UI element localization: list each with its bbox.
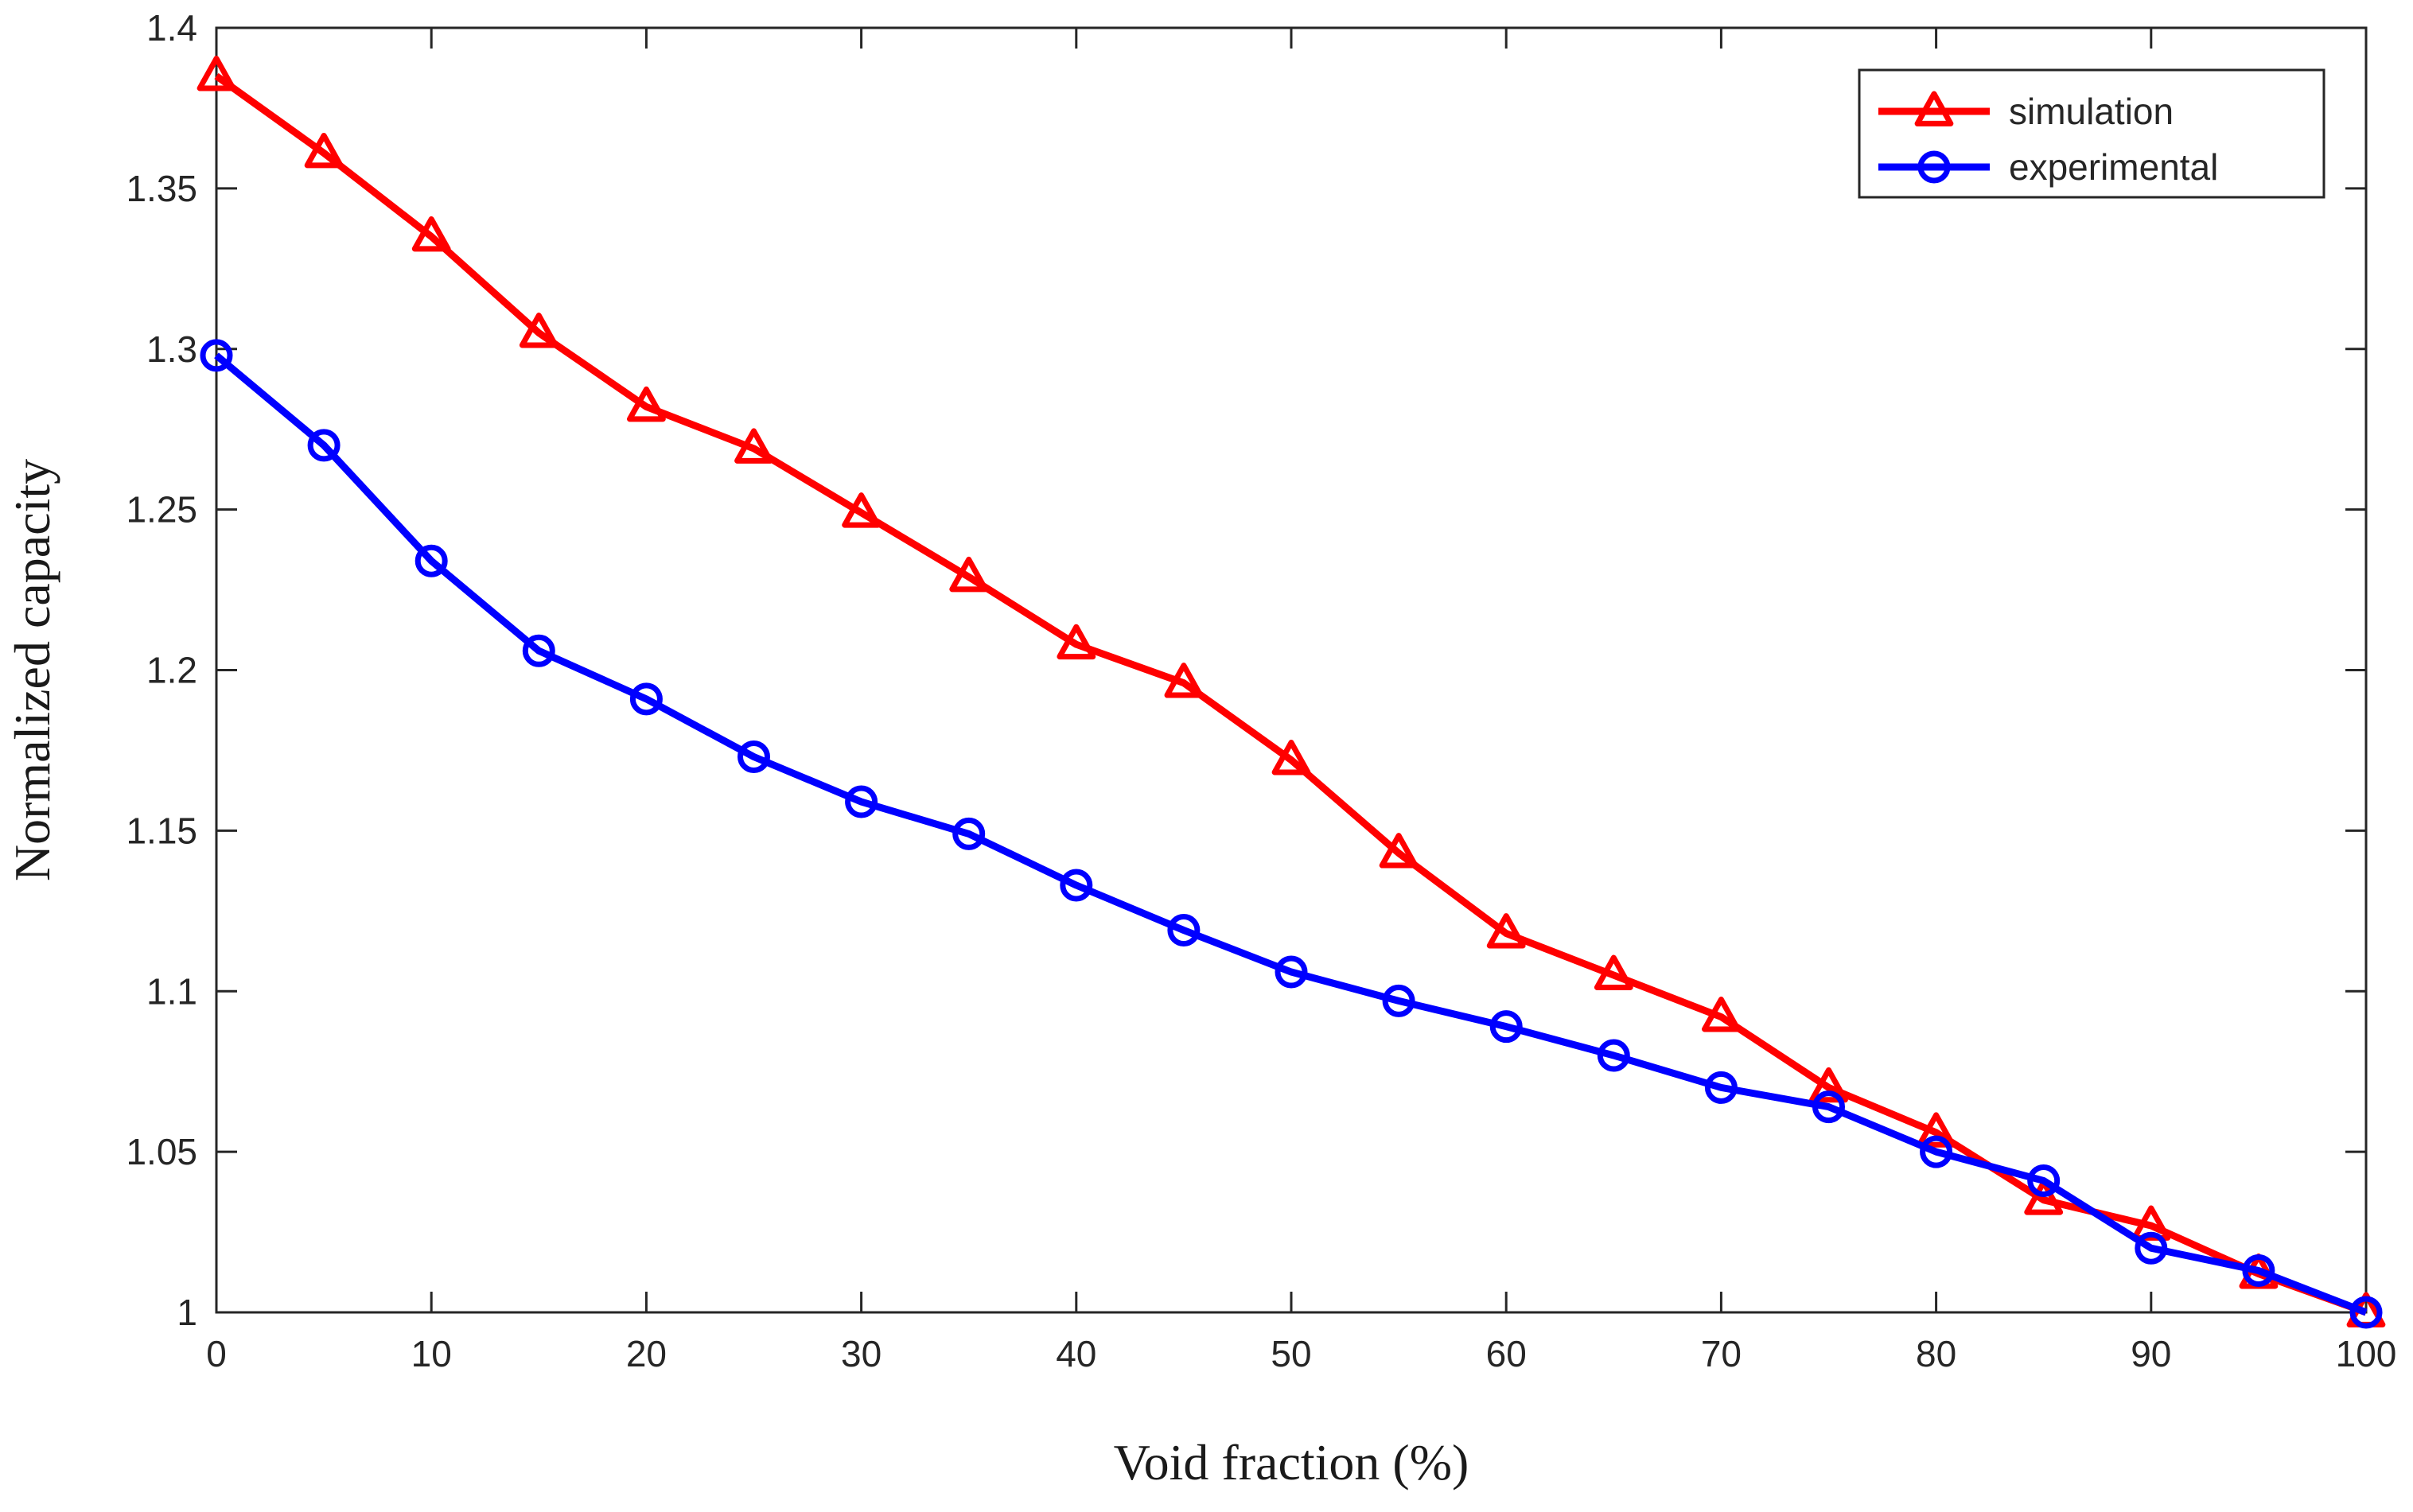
x-axis: 0 10 20 30 40 50 60 70 80 90 100	[206, 28, 2396, 1374]
data-point-experimental	[952, 817, 986, 850]
data-point-experimental	[1060, 869, 1093, 902]
data-point-simulation	[1917, 1112, 1956, 1148]
legend: simulation experimental	[1858, 68, 2325, 199]
data-point-experimental	[1597, 1039, 1630, 1072]
data-point-simulation	[1379, 833, 1419, 869]
data-point-simulation	[197, 56, 236, 91]
data-point-simulation	[1164, 663, 1204, 698]
data-point-simulation	[1702, 997, 1741, 1032]
x-tick-label: 30	[841, 1333, 882, 1374]
data-point-experimental	[307, 429, 341, 462]
y-tick-label: 1.35	[126, 168, 197, 209]
data-point-experimental	[1382, 984, 1415, 1017]
data-point-simulation	[411, 216, 451, 252]
data-point-simulation	[842, 492, 881, 528]
x-tick-label: 40	[1056, 1333, 1096, 1374]
data-point-simulation	[2024, 1180, 2064, 1215]
x-tick-label: 0	[206, 1333, 227, 1374]
legend-item-experimental: experimental	[1878, 146, 2218, 188]
data-point-simulation	[734, 428, 773, 464]
x-axis-title: Void fraction (%)	[1114, 1434, 1469, 1491]
axes-frame	[215, 26, 2368, 1314]
x-tick-label: 100	[2336, 1333, 2397, 1374]
data-point-simulation	[1809, 1067, 1848, 1103]
legend-label: simulation	[2009, 91, 2174, 132]
plot-frame	[215, 26, 2368, 1314]
data-point-experimental	[845, 785, 878, 818]
x-tick-label: 60	[1486, 1333, 1527, 1374]
series-layer	[197, 56, 2386, 1329]
data-point-experimental	[738, 740, 770, 774]
data-point-simulation	[519, 313, 558, 348]
data-point-simulation	[1486, 913, 1526, 949]
data-point-simulation	[304, 132, 344, 169]
data-point-experimental	[2135, 1231, 2168, 1265]
data-point-experimental	[1920, 1135, 1953, 1168]
series-experimental	[200, 339, 2383, 1329]
x-tick-label: 70	[1701, 1333, 1742, 1374]
data-point-experimental	[1812, 1090, 1845, 1124]
data-point-simulation	[1594, 954, 1633, 990]
y-tick-label: 1.2	[146, 650, 197, 691]
x-tick-label: 50	[1271, 1333, 1311, 1374]
data-point-simulation	[627, 386, 666, 422]
data-point-experimental	[200, 339, 233, 372]
x-tick-label: 80	[1916, 1333, 1956, 1374]
y-tick-label: 1.4	[146, 7, 197, 49]
x-tick-label: 20	[626, 1333, 667, 1374]
legend-marker	[1914, 91, 1954, 126]
y-tick-label: 1.1	[146, 970, 197, 1012]
y-tick-label: 1.25	[126, 489, 197, 531]
data-point-experimental	[1704, 1071, 1738, 1104]
data-point-simulation	[2131, 1205, 2171, 1241]
x-tick-label: 10	[411, 1333, 452, 1374]
y-tick-label: 1.3	[146, 328, 197, 370]
series-line-experimental	[214, 352, 2368, 1316]
data-point-simulation	[949, 556, 989, 593]
y-axis: 1 1.05 1.1 1.15 1.2 1.25 1.3 1.35 1.4	[126, 7, 2366, 1333]
x-tick-label: 90	[2131, 1333, 2171, 1374]
series-simulation	[197, 56, 2386, 1327]
data-point-experimental	[629, 682, 663, 716]
y-axis-title: Normalized capacity	[4, 459, 60, 881]
data-point-experimental	[2349, 1296, 2383, 1329]
y-tick-label: 1.15	[126, 810, 197, 851]
legend-marker	[1917, 150, 1951, 184]
legend-label: experimental	[2009, 146, 2218, 188]
data-point-simulation	[1271, 740, 1311, 775]
series-line-simulation	[214, 72, 2368, 1316]
y-tick-label: 1	[177, 1292, 197, 1333]
data-point-experimental	[414, 544, 448, 577]
data-point-experimental	[1489, 1010, 1523, 1044]
y-tick-label: 1.05	[126, 1131, 197, 1172]
legend-box	[1858, 68, 2325, 199]
data-point-experimental	[2242, 1254, 2275, 1288]
data-point-experimental	[1167, 914, 1201, 947]
data-point-experimental	[522, 634, 555, 667]
legend-item-simulation: simulation	[1878, 91, 2174, 132]
data-point-experimental	[2027, 1164, 2061, 1197]
data-point-simulation	[1057, 624, 1096, 660]
data-point-experimental	[1275, 955, 1308, 989]
